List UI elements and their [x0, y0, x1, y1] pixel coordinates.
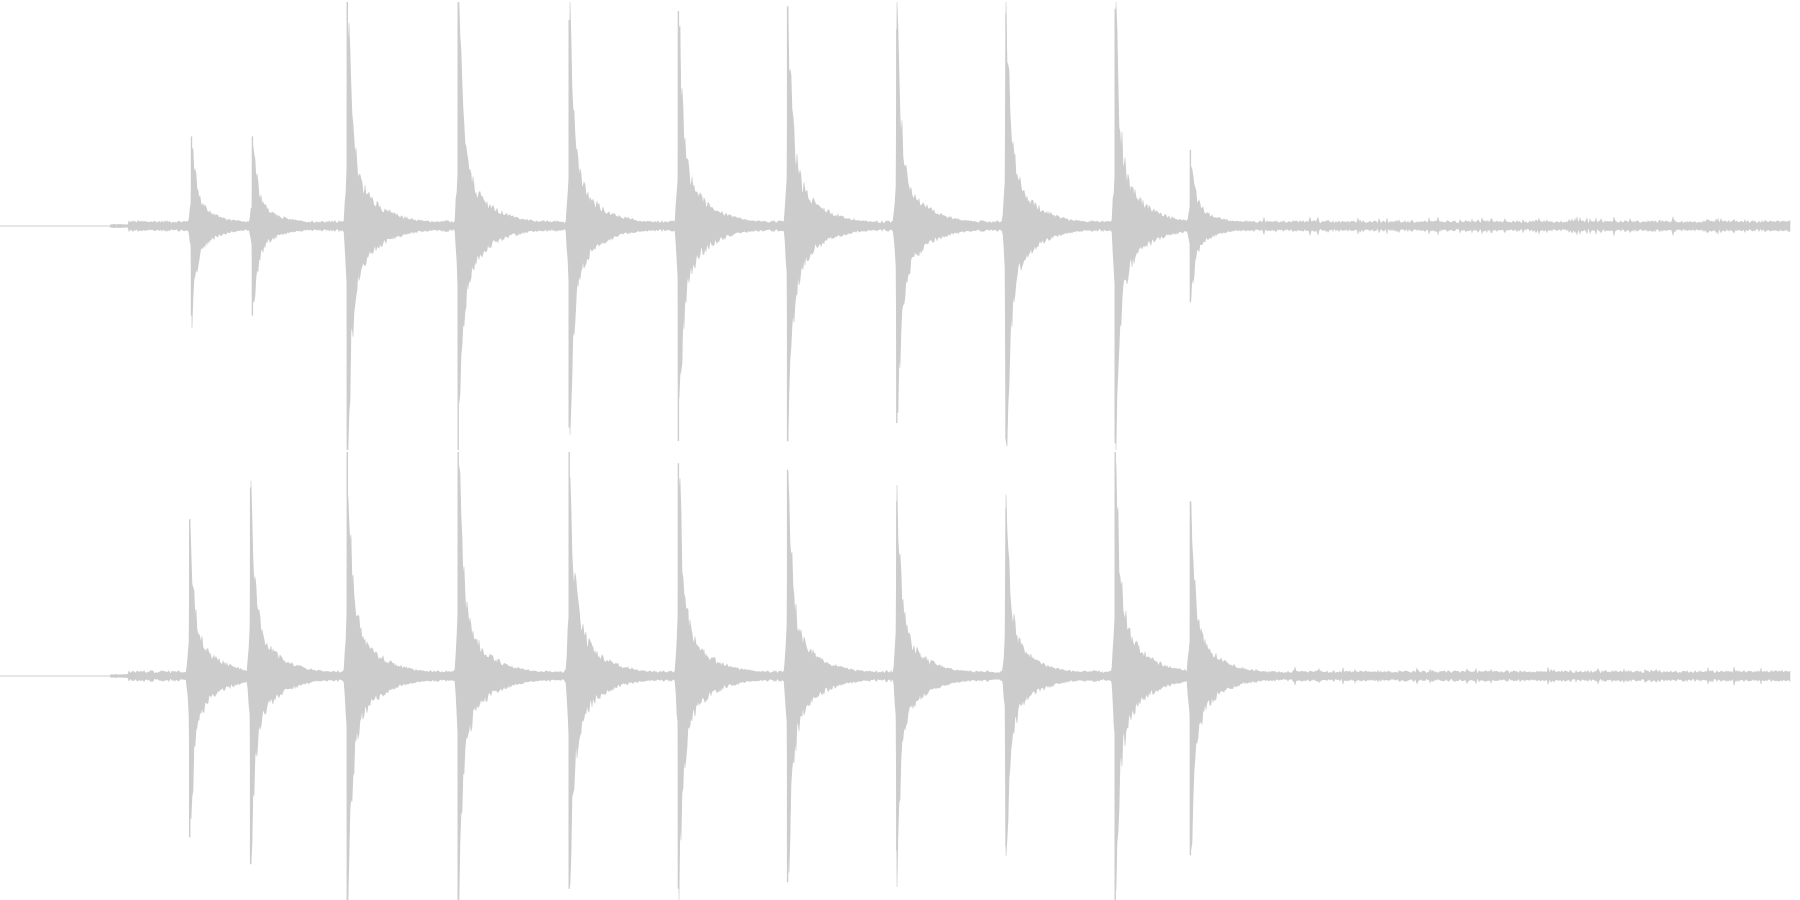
waveform-channel-1	[0, 1, 1791, 451]
waveform-envelope	[0, 463, 1791, 900]
waveform-channel-2	[0, 452, 1791, 900]
